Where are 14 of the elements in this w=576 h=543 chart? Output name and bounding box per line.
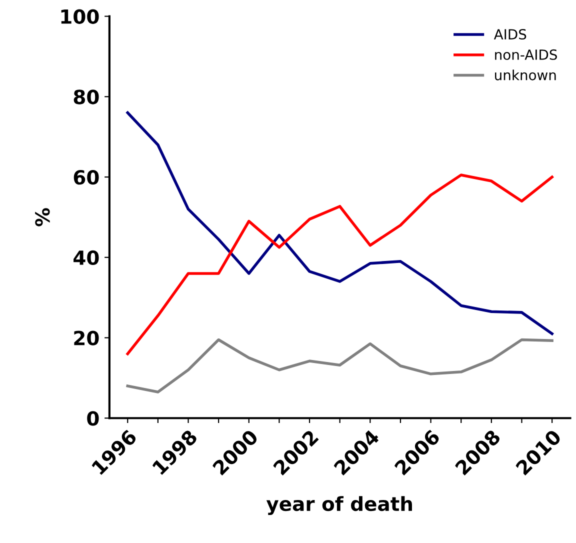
y-tick-label: 0 (87, 411, 99, 426)
x-axis-title: year of death (266, 496, 412, 516)
y-tick-label: 80 (74, 90, 99, 104)
legend-label: unknown (495, 70, 556, 80)
line-series (126, 174, 554, 356)
y-axis-title: % (35, 208, 50, 226)
legend-label: non-AIDS (495, 49, 557, 60)
y-tick-label: 60 (74, 170, 99, 185)
line-series (126, 338, 554, 394)
legend-label: AIDS (494, 29, 526, 40)
y-tick-label: 100 (61, 9, 99, 24)
line-series (126, 111, 554, 336)
y-tick-label: 20 (74, 330, 99, 346)
y-tick-label: 40 (74, 250, 99, 266)
